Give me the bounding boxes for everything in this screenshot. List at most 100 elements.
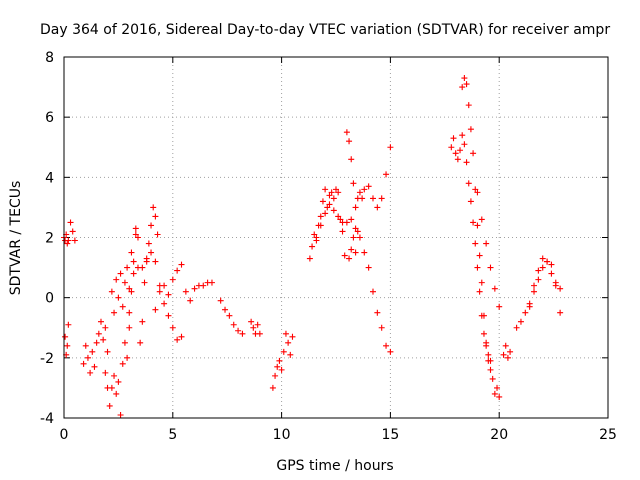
chart-title: Day 364 of 2016, Sidereal Day-to-day VTE… [40, 22, 610, 38]
data-point [156, 288, 163, 295]
series-arc-l [306, 186, 346, 262]
data-point [165, 291, 172, 298]
data-point [248, 318, 255, 325]
data-point [319, 198, 326, 205]
y-tick-label: 8 [45, 50, 54, 66]
data-point [361, 249, 368, 256]
data-point [383, 171, 390, 178]
data-point [483, 240, 490, 247]
data-point [350, 180, 357, 187]
data-point [472, 240, 479, 247]
data-point [306, 255, 313, 262]
data-point [139, 264, 146, 271]
data-point [369, 288, 376, 295]
data-point [374, 309, 381, 316]
data-point [463, 81, 470, 88]
data-point [461, 75, 468, 82]
data-point [517, 318, 524, 325]
data-point [467, 126, 474, 133]
data-point [82, 342, 89, 349]
data-point [461, 141, 468, 148]
data-point [356, 189, 363, 196]
data-point [115, 378, 122, 385]
data-point [119, 360, 126, 367]
data-point [507, 348, 514, 355]
data-point [148, 249, 155, 256]
data-point [330, 195, 337, 202]
data-point [191, 285, 198, 292]
y-axis-label: SDTVAR / TECUs [8, 181, 24, 296]
data-point [309, 243, 316, 250]
series-arc-f [126, 204, 161, 346]
data-point [339, 228, 346, 235]
y-tick-label: -4 [40, 411, 54, 427]
data-point [352, 249, 359, 256]
data-point [141, 279, 148, 286]
data-point [65, 321, 72, 328]
data-point [448, 144, 455, 151]
data-point [513, 324, 520, 331]
data-point [470, 150, 477, 157]
data-point [459, 84, 466, 91]
data-point [217, 297, 224, 304]
data-point [348, 156, 355, 163]
data-point [137, 339, 144, 346]
data-point [539, 264, 546, 271]
series-arc-b [62, 321, 72, 358]
data-point [478, 279, 485, 286]
data-point [121, 339, 128, 346]
series-arc-s [491, 384, 503, 400]
data-point [148, 222, 155, 229]
data-point [356, 234, 363, 241]
y-tick-label: 6 [45, 110, 54, 126]
data-point [328, 189, 335, 196]
data-point [485, 357, 492, 364]
data-point [154, 231, 161, 238]
data-point [487, 264, 494, 271]
data-point [378, 195, 385, 202]
data-point [450, 135, 457, 142]
data-point [161, 282, 168, 289]
data-point [174, 267, 181, 274]
data-point [119, 303, 126, 310]
data-point [491, 390, 498, 397]
data-point [489, 375, 496, 382]
data-point [350, 234, 357, 241]
series-arc-o [346, 228, 361, 262]
data-point [374, 204, 381, 211]
data-point [346, 138, 353, 145]
series-arc-p [448, 132, 494, 364]
data-point [548, 261, 555, 268]
data-point [250, 324, 257, 331]
y-tick-label: 4 [45, 170, 54, 186]
data-point [100, 336, 107, 343]
x-axis-label: GPS time / hours [276, 458, 393, 474]
series-arc-v [526, 258, 564, 316]
data-point [95, 330, 102, 337]
x-axis-ticks: 0 5 10 15 20 25 [60, 57, 617, 443]
plot-frame [63, 56, 609, 419]
data-point [365, 264, 372, 271]
data-point [62, 333, 69, 340]
data-point [174, 336, 181, 343]
data-point [126, 309, 133, 316]
data-point [483, 339, 490, 346]
data-point [121, 279, 128, 286]
data-point [128, 288, 135, 295]
data-point [254, 321, 261, 328]
data-point [465, 102, 472, 109]
data-point [535, 267, 542, 274]
data-point [169, 276, 176, 283]
data-point [71, 237, 78, 244]
data-point [272, 372, 279, 379]
data-point [359, 195, 366, 202]
data-point [522, 309, 529, 316]
data-point [200, 282, 207, 289]
x-tick-label: 15 [381, 427, 399, 443]
data-point [235, 327, 242, 334]
data-point [222, 306, 229, 313]
data-point [178, 261, 185, 268]
data-point [326, 192, 333, 199]
data-point [548, 270, 555, 277]
